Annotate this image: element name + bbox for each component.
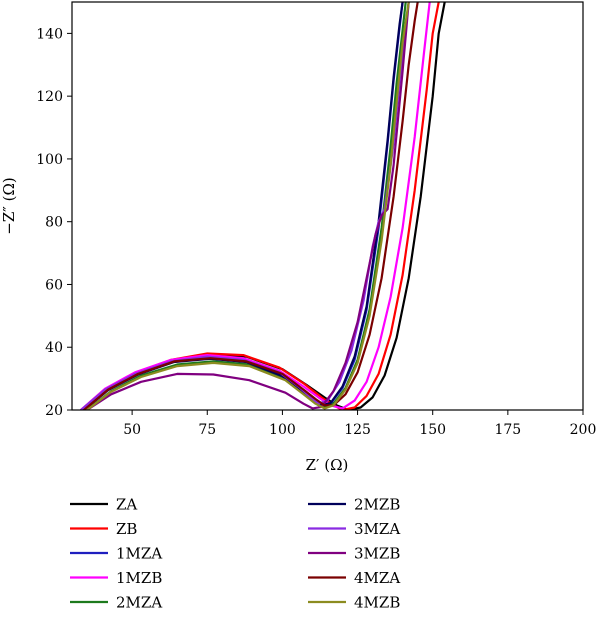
series-line-1mza — [82, 2, 404, 410]
x-tick-label: 50 — [123, 422, 141, 438]
x-tick-label: 125 — [344, 422, 371, 438]
series-line-3mzb — [85, 2, 410, 410]
series-line-2mzb — [82, 2, 404, 410]
series-line-1mzb — [79, 2, 431, 410]
x-axis: 50 75 100 125 150 175 200 — [123, 410, 596, 438]
x-tick-label: 150 — [419, 422, 446, 438]
legend-label: 3MZA — [354, 520, 400, 538]
legend-item-za: ZA — [70, 496, 137, 514]
legend-item-2mza: 2MZA — [70, 594, 162, 612]
plot-frame — [71, 1, 584, 411]
legend-label: 2MZA — [116, 594, 162, 612]
legend-item-3mza: 3MZA — [308, 520, 400, 538]
y-tick-label: 80 — [45, 215, 63, 231]
y-axis-title: −Z″ (Ω) — [0, 177, 18, 235]
legend-label: 4MZB — [354, 594, 400, 612]
series-line-4mza — [82, 2, 419, 410]
legend-item-2mzb: 2MZB — [308, 496, 400, 514]
legend-label: 1MZB — [116, 569, 162, 587]
y-tick-label: 100 — [36, 152, 63, 168]
legend-item-1mza: 1MZA — [70, 545, 162, 563]
y-tick-label: 120 — [36, 89, 63, 105]
x-axis-title: Z′ (Ω) — [306, 456, 349, 474]
legend-label: ZB — [116, 520, 137, 538]
legend: ZA ZB 1MZA 1MZB 2MZA 2MZB 3MZA 3MZB 4MZA 4MZB — [70, 496, 400, 612]
legend-item-4mza: 4MZA — [308, 569, 400, 587]
legend-label: 4MZA — [354, 569, 400, 587]
legend-label: ZA — [116, 496, 137, 514]
x-tick-label: 200 — [570, 422, 597, 438]
series-layer — [79, 2, 446, 410]
series-line-za — [82, 2, 446, 410]
legend-item-4mzb: 4MZB — [308, 594, 400, 612]
y-axis: 20 40 60 80 100 120 140 — [36, 26, 72, 419]
series-line-4mzb — [85, 2, 410, 410]
legend-item-zb: ZB — [70, 520, 137, 538]
x-tick-label: 100 — [269, 422, 296, 438]
y-tick-label: 60 — [45, 277, 63, 293]
y-tick-label: 40 — [45, 340, 63, 356]
legend-label: 2MZB — [354, 496, 400, 514]
y-tick-label: 20 — [45, 403, 63, 419]
legend-label: 1MZA — [116, 545, 162, 563]
legend-item-1mzb: 1MZB — [70, 569, 162, 587]
legend-item-3mzb: 3MZB — [308, 545, 400, 563]
series-line-2mza — [85, 2, 407, 410]
x-tick-label: 75 — [198, 422, 216, 438]
x-tick-label: 175 — [494, 422, 521, 438]
y-tick-label: 140 — [36, 26, 63, 42]
legend-label: 3MZB — [354, 545, 400, 563]
